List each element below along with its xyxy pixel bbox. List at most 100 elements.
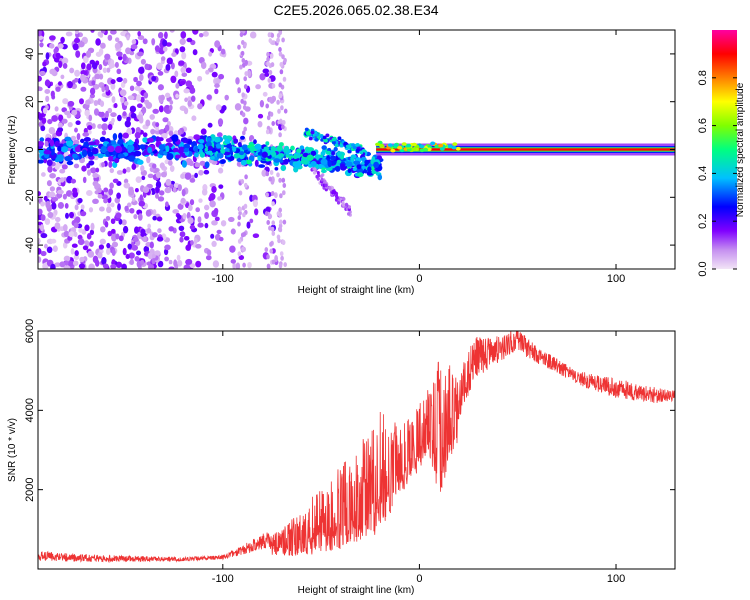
spectrogram-cell (268, 38, 273, 44)
spectrogram-cell (273, 158, 281, 163)
spectrogram-cell (112, 133, 118, 141)
colorbar-ticks: 0.0 0.2 0.4 0.6 0.8 (697, 70, 737, 277)
spectrogram-cell (48, 191, 56, 198)
spectrogram-cell (55, 86, 61, 92)
spectrogram-cell (345, 161, 353, 168)
spectrogram-cell (411, 142, 417, 147)
spectrogram-cell (206, 137, 212, 142)
spectrogram-cell (53, 48, 58, 54)
spectrogram-cell (189, 178, 196, 183)
spectrogram-cell (129, 85, 135, 92)
spectrogram-cell (232, 262, 237, 269)
spectrogram-cell (279, 193, 283, 199)
spectrogram-cell (267, 32, 272, 38)
spectrogram-cell (201, 188, 208, 196)
spectrogram-cell (150, 128, 156, 135)
spectrogram-cell (336, 201, 341, 205)
spectrogram-cell (87, 151, 94, 157)
spectrogram-cell (66, 139, 74, 147)
spectrogram-cell (239, 32, 244, 38)
spectrogram-cell (350, 156, 355, 161)
spectrogram-cell (331, 140, 336, 145)
spectrogram-cell (134, 131, 141, 139)
spectrogram-cell (169, 30, 175, 33)
spectrogram-cell (42, 107, 48, 115)
spectrogram-cell (39, 224, 45, 232)
spectrogram-cell (149, 241, 154, 249)
spectrogram-cell (177, 184, 182, 192)
spectrogram-cell (216, 132, 223, 138)
spectrogram-cell (165, 42, 172, 47)
spectrogram-cell (54, 216, 61, 222)
spectrogram-cell (235, 262, 241, 269)
spectrogram-cell (313, 130, 318, 135)
spectrogram-cell (195, 260, 202, 268)
spectrogram-cell (110, 202, 115, 208)
spectrogram-cell (232, 146, 237, 153)
spectrogram-cell (81, 165, 87, 172)
spectrogram-cell (241, 246, 245, 252)
spectrogram-cell (240, 135, 245, 140)
spectrogram-cell (205, 255, 212, 261)
spectrogram-cell (179, 236, 184, 243)
spectrogram-cell (47, 165, 53, 173)
spectrogram-cell (239, 64, 243, 70)
spectrogram-cell (57, 122, 63, 128)
spectrogram-cell (39, 137, 45, 142)
spectrogram-cell (210, 233, 215, 239)
y-tick-label: 2000 (24, 477, 36, 501)
spectrogram-cell (100, 145, 107, 154)
spectrogram-cell (179, 231, 186, 238)
spectrogram-cell (89, 240, 94, 247)
spectrogram-cell (154, 250, 161, 256)
spectrogram-cell (266, 254, 270, 260)
spectrogram-cell (133, 76, 138, 83)
spectrogram-cell (184, 172, 192, 180)
spectrogram-cell (316, 171, 320, 175)
spectrogram-cell (207, 145, 214, 151)
spectrogram-cell (181, 72, 188, 77)
spectrogram-cell (323, 179, 327, 184)
colorbar-tick-label: 0.6 (697, 118, 709, 133)
spectrogram-cell (45, 52, 50, 60)
spectrogram-cell (63, 230, 70, 238)
spectrogram-cell (255, 84, 261, 90)
spectrogram-cell (219, 236, 224, 242)
spectrogram-cell (180, 31, 187, 39)
spectrogram-cell (99, 32, 104, 38)
spectrogram-cell (66, 160, 74, 166)
spectrogram-cell (223, 151, 231, 156)
spectrogram-cell (355, 148, 360, 152)
spectrogram-cell (67, 121, 73, 128)
spectrogram-cell (356, 164, 362, 170)
spectrogram-cell (281, 239, 286, 245)
spectrogram-cell (189, 263, 196, 269)
spectrogram-cell (281, 177, 286, 183)
spectrogram-cell (215, 104, 222, 111)
spectrogram-cell (321, 145, 327, 150)
spectrogram-cell (110, 82, 116, 90)
spectrogram-cell (143, 92, 149, 99)
spectrogram-cell (168, 104, 173, 111)
spectrogram-cell (352, 167, 357, 171)
spectrogram-cell (199, 152, 206, 158)
spectrogram-cell (132, 237, 139, 242)
spectrogram-cell (185, 67, 192, 74)
spectrogram-cell (63, 151, 69, 157)
spectrogram-cell (45, 200, 51, 209)
spectrogram-cell (65, 31, 73, 37)
spectrogram-cell (64, 136, 72, 142)
spectrogram-cell (142, 186, 150, 193)
spectrogram-cell (244, 174, 248, 180)
spectrogram-cell (217, 167, 224, 174)
spectrogram-cell (158, 190, 165, 196)
spectrogram-cell (116, 170, 123, 175)
spectrogram-cell (61, 57, 69, 64)
spectrogram-cell (111, 241, 119, 248)
spectrogram-cell (114, 61, 119, 68)
spectrogram-panel: -100 0 100 -40 -20 0 20 40 Height of straight … (7, 29, 676, 296)
spectrogram-cell (155, 193, 159, 199)
spectrogram-cell (43, 149, 52, 155)
spectrogram-cell (320, 151, 326, 156)
